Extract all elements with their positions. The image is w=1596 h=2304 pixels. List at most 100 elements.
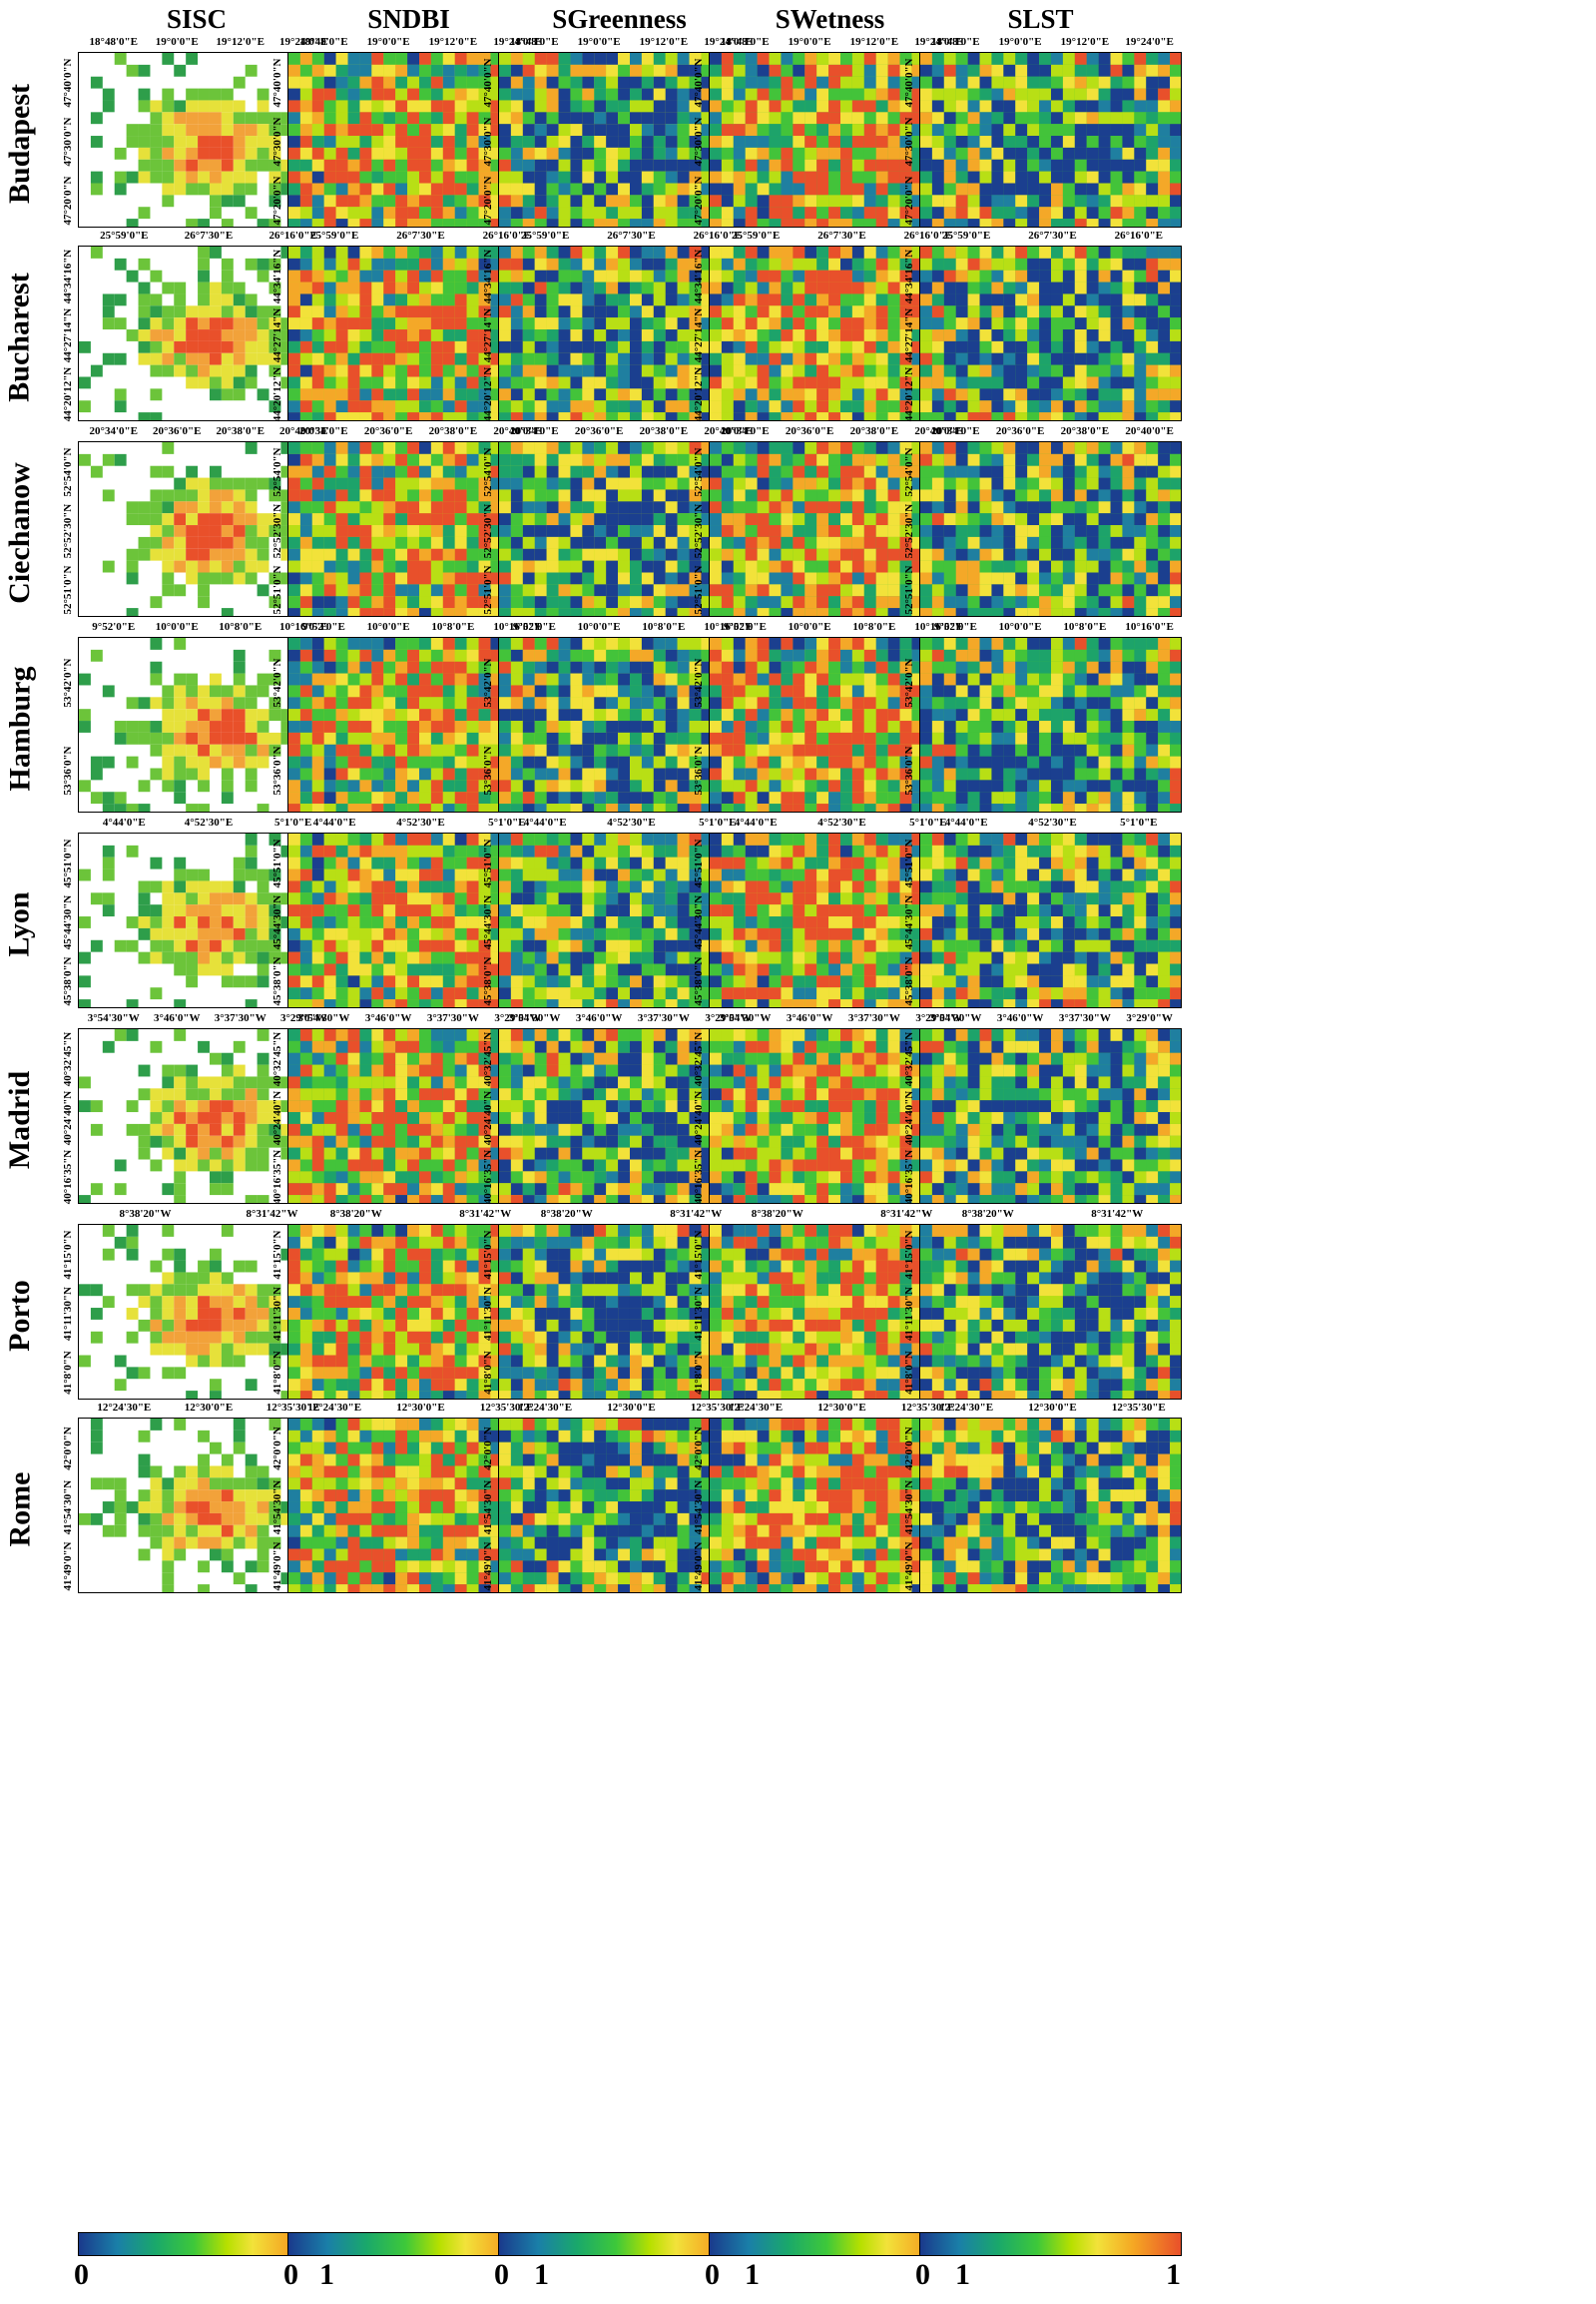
longitude-tick: 10°8'0"E xyxy=(642,621,686,633)
longitude-tick: 10°16'0"E xyxy=(704,621,753,633)
longitude-tick: 19°12'0"E xyxy=(216,36,265,48)
latitude-tick: 47°40'0"N xyxy=(271,58,283,108)
longitude-tick: 5°1'0"E xyxy=(488,817,526,829)
longitude-tick: 26°7'30"E xyxy=(184,230,234,242)
latitude-tick: 41°15'0"N xyxy=(271,1230,283,1280)
latitude-tick: 40°24'40"N xyxy=(903,1090,915,1146)
latitude-tick: 47°40'0"N xyxy=(693,58,705,108)
longitude-tick: 10°16'0"E xyxy=(493,621,542,633)
latitude-tick: 52°54'0"N xyxy=(482,447,494,497)
latitude-tick: 53°36'0"N xyxy=(271,746,283,796)
longitude-tick: 18°48'0"E xyxy=(510,36,559,48)
map-panel-rome-slst: 12°24'30"E 12°30'0"E 12°35'30"E 42°0'0"N 41°… xyxy=(893,1402,1188,1597)
latitude-tick: 44°20'12"N xyxy=(903,366,915,421)
longitude-tick: 3°29'0"W xyxy=(494,1012,541,1024)
colorbar-min-label: 0 xyxy=(705,2258,720,2291)
longitude-tick: 26°7'30"E xyxy=(817,230,866,242)
left-latitude-ticks: 45°51'0"N 45°44'30"N 45°38'0"N xyxy=(478,835,498,1010)
longitude-tick: 4°52'30"E xyxy=(1028,817,1077,829)
latitude-tick: 45°51'0"N xyxy=(482,839,494,888)
latitude-tick: 41°15'0"N xyxy=(62,1230,74,1280)
longitude-tick: 3°54'30"W xyxy=(297,1012,350,1024)
map-panel-hamburg-swetness: 9°52'0"E 10°0'0"E 10°8'0"E 10°16'0"E 53°42'0… xyxy=(683,621,977,817)
latitude-tick: 40°32'45"N xyxy=(482,1032,494,1087)
top-longitude-ticks: 20°34'0"E 20°36'0"E 20°38'0"E 20°40'0"E xyxy=(82,425,335,439)
latitude-tick: 47°30'0"N xyxy=(482,117,494,167)
longitude-tick: 4°52'30"E xyxy=(607,817,656,829)
left-latitude-ticks: 45°51'0"N 45°44'30"N 45°38'0"N xyxy=(58,835,78,1010)
longitude-tick: 10°8'0"E xyxy=(219,621,263,633)
top-longitude-ticks: 9°52'0"E 10°0'0"E 10°8'0"E 10°16'0"E xyxy=(923,621,1182,635)
latitude-tick: 40°32'45"N xyxy=(271,1032,283,1087)
map-image xyxy=(78,52,335,228)
latitude-tick: 41°8'0"N xyxy=(62,1350,74,1395)
top-longitude-ticks: 4°44'0"E 4°52'30"E 5°1'0"E xyxy=(923,817,1182,831)
longitude-tick: 12°35'30"E xyxy=(900,1402,955,1414)
top-longitude-ticks: 12°24'30"E 12°30'0"E 12°35'30"E xyxy=(713,1402,971,1416)
longitude-tick: 25°59'0"E xyxy=(941,230,991,242)
colorbar-max-label: 1 xyxy=(955,2258,970,2291)
longitude-tick: 12°35'30"E xyxy=(479,1402,534,1414)
longitude-tick: 20°40'0"E xyxy=(704,425,753,437)
column-header-sisc: SISC xyxy=(166,4,228,34)
longitude-tick: 20°36'0"E xyxy=(153,425,202,437)
top-longitude-ticks: 4°44'0"E 4°52'30"E 5°1'0"E xyxy=(502,817,761,831)
colorbar-max-label: 1 xyxy=(1166,2258,1181,2291)
longitude-tick: 3°54'30"W xyxy=(508,1012,561,1024)
left-latitude-ticks: 40°32'45"N 40°24'40"N 40°16'35"N xyxy=(58,1030,78,1206)
latitude-tick: 41°15'0"N xyxy=(903,1230,915,1280)
top-longitude-ticks: 25°59'0"E 26°7'30"E 26°16'0"E xyxy=(291,230,550,244)
map-image xyxy=(709,1028,971,1204)
top-longitude-ticks: 8°38'20"W 8°31'42"W xyxy=(82,1208,335,1222)
city-name-bucharest: Bucharest xyxy=(3,273,37,402)
longitude-tick: 10°0'0"E xyxy=(577,621,621,633)
latitude-tick: 41°11'30"N xyxy=(903,1287,915,1341)
longitude-tick: 20°40'0"E xyxy=(1125,425,1174,437)
longitude-tick: 18°48'0"E xyxy=(89,36,138,48)
longitude-tick: 20°34'0"E xyxy=(89,425,138,437)
left-latitude-ticks: 53°42'0"N 53°36'0"N xyxy=(58,639,78,815)
longitude-tick: 20°36'0"E xyxy=(574,425,624,437)
top-longitude-ticks: 4°44'0"E 4°52'30"E 5°1'0"E xyxy=(82,817,335,831)
map-panel-budapest-sisc: 18°48'0"E 19°0'0"E 19°12'0"E 19°24'0"E 47°40… xyxy=(52,36,341,232)
latitude-tick: 45°38'0"N xyxy=(482,956,494,1006)
longitude-tick: 12°30'0"E xyxy=(607,1402,656,1414)
left-latitude-ticks: 41°15'0"N 41°11'30"N 41°8'0"N xyxy=(899,1226,919,1402)
left-latitude-ticks: 44°34'16"N 44°27'14"N 44°20'12"N xyxy=(478,248,498,423)
latitude-tick: 41°8'0"N xyxy=(693,1350,705,1395)
latitude-tick: 42°0'0"N xyxy=(482,1427,494,1471)
left-latitude-ticks: 47°40'0"N 47°30'0"N 47°20'0"N xyxy=(58,54,78,230)
latitude-tick: 41°8'0"N xyxy=(903,1350,915,1395)
left-latitude-ticks: 44°34'16"N 44°27'14"N 44°20'12"N xyxy=(899,248,919,423)
latitude-tick: 45°38'0"N xyxy=(903,956,915,1006)
left-latitude-ticks: 45°51'0"N 45°44'30"N 45°38'0"N xyxy=(267,835,287,1010)
left-latitude-ticks: 52°54'0"N 52°52'30"N 52°51'0"N xyxy=(899,443,919,619)
latitude-tick: 41°8'0"N xyxy=(482,1350,494,1395)
colorbar-min-label: 0 xyxy=(494,2258,509,2291)
latitude-tick: 44°27'14"N xyxy=(271,307,283,363)
longitude-tick: 12°30'0"E xyxy=(817,1402,866,1414)
longitude-tick: 5°1'0"E xyxy=(909,817,947,829)
longitude-tick: 19°12'0"E xyxy=(849,36,899,48)
top-longitude-ticks: 18°48'0"E 19°0'0"E 19°12'0"E 19°24'0"E xyxy=(502,36,761,50)
longitude-tick: 19°0'0"E xyxy=(998,36,1042,48)
latitude-tick: 41°11'30"N xyxy=(271,1287,283,1341)
left-latitude-ticks: 53°42'0"N 53°36'0"N xyxy=(899,639,919,815)
latitude-tick: 41°49'0"N xyxy=(903,1541,915,1591)
latitude-tick: 47°20'0"N xyxy=(271,176,283,226)
column-header-slst: SLST xyxy=(1007,4,1074,34)
longitude-tick: 26°16'0"E xyxy=(903,230,953,242)
latitude-tick: 45°51'0"N xyxy=(903,839,915,888)
map-image xyxy=(919,52,1182,228)
left-latitude-ticks: 41°15'0"N 41°11'30"N 41°8'0"N xyxy=(267,1226,287,1402)
latitude-tick: 52°54'0"N xyxy=(903,447,915,497)
map-panel-madrid-swetness: 3°54'30"W 3°46'0"W 3°37'30"W 3°29'0"W 40°32'… xyxy=(683,1012,977,1208)
latitude-tick: 53°42'0"N xyxy=(62,658,74,708)
latitude-tick: 40°32'45"N xyxy=(903,1032,915,1087)
latitude-tick: 44°20'12"N xyxy=(62,366,74,421)
top-longitude-ticks: 20°34'0"E 20°36'0"E 20°38'0"E 20°40'0"E xyxy=(713,425,971,439)
colorbar-max-label: 1 xyxy=(319,2258,334,2291)
map-image xyxy=(919,441,1182,617)
latitude-tick: 41°54'30"N xyxy=(903,1479,915,1535)
city-name-ciechanow: Ciechanow xyxy=(3,462,37,604)
